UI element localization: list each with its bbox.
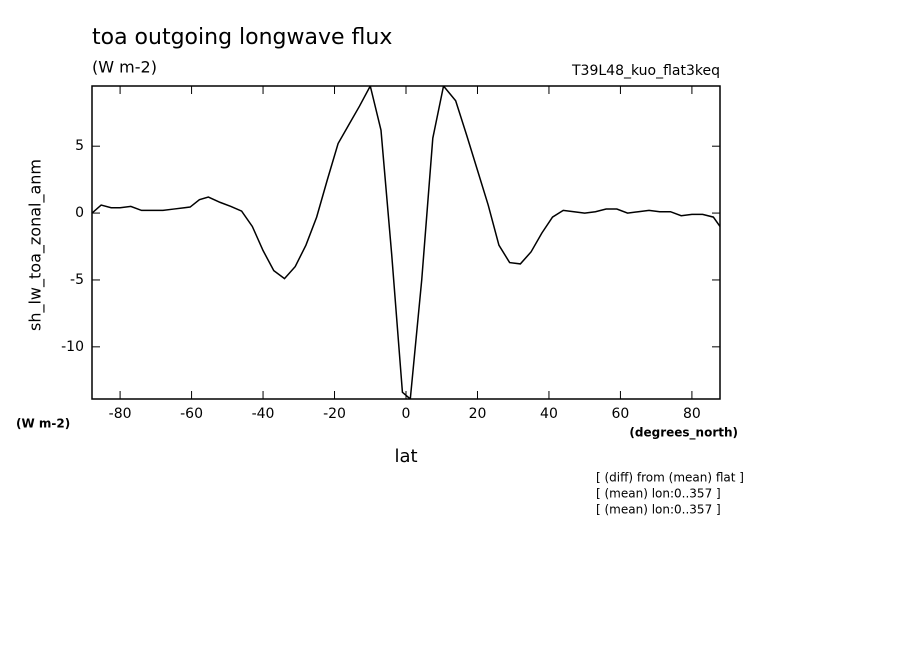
x-tick-label: -80 xyxy=(109,406,132,422)
x-tick-label: 20 xyxy=(469,406,487,422)
y-units: (W m-2) xyxy=(16,417,70,431)
plot-frame xyxy=(91,85,721,400)
x-tick-label: 0 xyxy=(402,406,411,422)
note: [ (mean) lon:0..357 ] xyxy=(596,487,721,501)
x-tick-label: -60 xyxy=(180,406,203,422)
x-units: (degrees_north) xyxy=(629,426,738,441)
data-line xyxy=(92,86,720,399)
note: [ (diff) from (mean) flat ] xyxy=(596,471,744,485)
y-tick-label: -10 xyxy=(61,339,84,355)
y-axis-label: sh_lw_toa_zonal_anm xyxy=(26,159,46,331)
y-tick-label: 5 xyxy=(75,138,84,154)
note: [ (mean) lon:0..357 ] xyxy=(596,503,721,517)
x-tick-label: 60 xyxy=(612,406,630,422)
x-axis-label: lat xyxy=(394,446,417,467)
x-tick-label: 80 xyxy=(683,406,701,422)
y-tick-label: -5 xyxy=(70,272,84,288)
x-tick-label: 40 xyxy=(540,406,558,422)
x-tick-label: -40 xyxy=(252,406,275,422)
x-tick-label: -20 xyxy=(323,406,346,422)
chart-subtitle: (W m-2) xyxy=(92,58,157,77)
y-tick-label: 0 xyxy=(75,205,84,221)
run-label: T39L48_kuo_flat3keq xyxy=(571,63,720,79)
chart-title: toa outgoing longwave flux xyxy=(92,25,392,50)
